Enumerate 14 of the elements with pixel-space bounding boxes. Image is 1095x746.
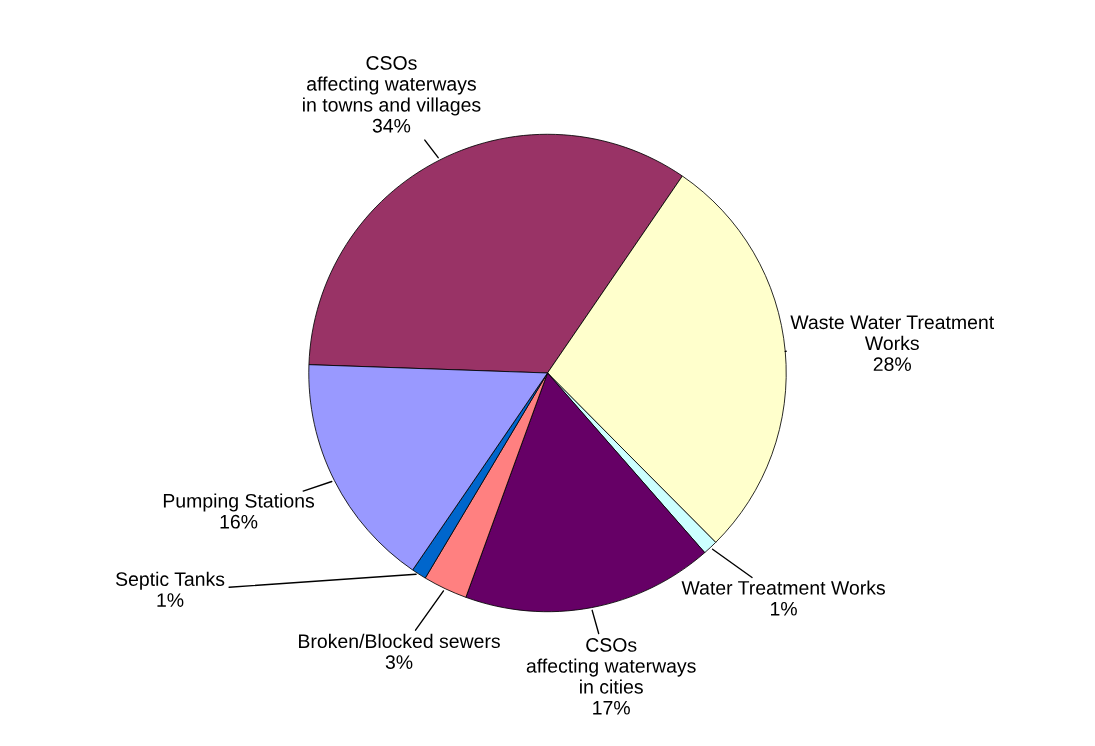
data-label: 16% bbox=[220, 514, 258, 529]
data-label: 1% bbox=[771, 601, 797, 616]
data-label: 28% bbox=[873, 357, 911, 372]
slice-label: Broken/Blocked sewers bbox=[299, 633, 500, 649]
slice-label: CSOs affecting waterways in towns and villages bbox=[303, 56, 481, 116]
slice-label: Water Treatment Works bbox=[681, 580, 885, 595]
data-label: 3% bbox=[385, 655, 413, 670]
slice-label: Pumping Stations bbox=[163, 493, 315, 512]
data-label: 1% bbox=[157, 593, 184, 607]
slice-label: Septic Tanks bbox=[115, 571, 225, 590]
slice-label: Waste Water Treatment Works bbox=[790, 315, 995, 351]
data-label: 17% bbox=[593, 700, 630, 715]
data-label: 34% bbox=[372, 118, 411, 133]
slice-label: CSOs affecting waterways in cities bbox=[526, 638, 696, 694]
